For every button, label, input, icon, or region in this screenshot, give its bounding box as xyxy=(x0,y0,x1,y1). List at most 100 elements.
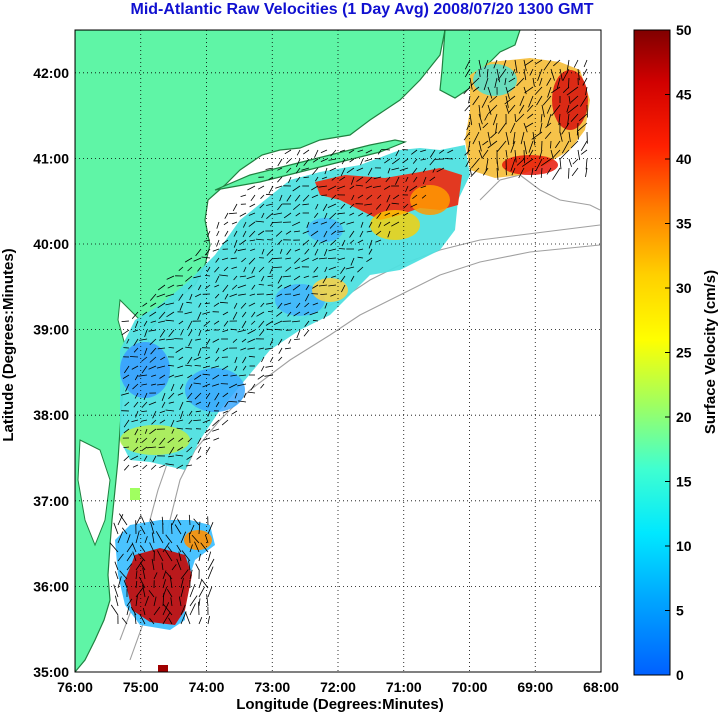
velocity-arrow xyxy=(121,617,128,625)
velocity-arrow xyxy=(177,518,182,526)
velocity-arrow xyxy=(259,329,265,336)
velocity-arrow xyxy=(149,356,157,363)
velocity-arrow xyxy=(260,365,265,372)
velocity-arrow xyxy=(250,248,256,251)
velocity-arrow xyxy=(276,293,283,297)
velocity-arrow xyxy=(540,113,543,123)
velocity-arrow xyxy=(465,158,471,168)
velocity-arrow xyxy=(523,149,525,164)
velocity-arrow xyxy=(211,365,220,369)
velocity-arrow xyxy=(391,158,400,165)
velocity-arrow xyxy=(504,77,507,86)
velocity-arrow xyxy=(261,275,265,282)
velocity-arrow xyxy=(162,542,170,553)
velocity-arrow xyxy=(151,558,155,571)
velocity-arrow xyxy=(159,437,166,445)
velocity-arrow xyxy=(257,185,265,190)
velocity-arrow xyxy=(483,77,489,91)
velocity-arrow xyxy=(232,338,238,343)
velocity-arrow xyxy=(311,185,319,191)
velocity-arrow xyxy=(366,194,373,200)
velocity-arrow xyxy=(133,347,139,353)
velocity-arrow xyxy=(321,176,328,180)
velocity-arrow xyxy=(292,284,301,291)
velocity-arrow xyxy=(568,77,570,89)
velocity-arrow xyxy=(141,383,148,386)
velocity-arrow xyxy=(259,203,265,209)
y-tick-labels: 35:00 36:00 37:00 38:00 39:00 40:00 41:00 42:00 xyxy=(33,65,69,680)
velocity-arrow xyxy=(546,113,552,127)
velocity-arrow xyxy=(206,392,211,399)
velocity-arrow xyxy=(212,428,220,432)
velocity-arrow xyxy=(197,311,202,320)
velocity-arrow xyxy=(239,212,247,217)
velocity-arrow xyxy=(432,167,436,173)
velocity-arrow xyxy=(337,212,346,215)
velocity-arrow xyxy=(302,230,310,234)
velocity-arrow xyxy=(149,311,157,317)
velocity-arrow xyxy=(135,570,138,580)
velocity-arrow xyxy=(577,68,580,81)
velocity-arrow xyxy=(138,374,148,377)
velocity-arrow xyxy=(365,176,373,184)
velocity-arrow xyxy=(429,158,436,166)
velocity-arrow xyxy=(338,248,346,250)
velocity-arrow xyxy=(570,140,579,149)
velocity-arrow xyxy=(197,266,202,272)
velocity-arrow xyxy=(167,437,175,444)
coverage-blue-patch xyxy=(120,342,170,398)
velocity-arrow xyxy=(171,428,175,434)
velocity-arrow xyxy=(249,203,256,208)
velocity-arrow xyxy=(391,167,400,171)
velocity-arrow xyxy=(188,383,193,390)
velocity-arrow xyxy=(381,149,391,151)
velocity-arrow xyxy=(368,248,373,255)
velocity-arrow xyxy=(194,365,202,367)
velocity-arrow xyxy=(540,158,552,167)
velocity-arrow xyxy=(251,320,256,325)
velocity-arrow xyxy=(384,158,391,164)
velocity-arrow xyxy=(410,203,418,208)
velocity-arrow xyxy=(189,569,193,580)
velocity-arrow xyxy=(206,594,209,607)
velocity-arrow xyxy=(444,158,454,160)
velocity-arrow xyxy=(189,583,196,598)
velocity-arrow xyxy=(162,611,171,625)
velocity-arrow xyxy=(117,576,122,589)
velocity-arrow xyxy=(198,586,205,598)
velocity-arrow xyxy=(502,59,507,69)
velocity-arrow xyxy=(109,542,119,553)
velocity-arrow xyxy=(223,320,229,327)
velocity-arrow xyxy=(110,604,119,616)
velocity-arrow xyxy=(304,302,310,308)
velocity-arrow xyxy=(472,86,480,92)
velocity-arrow xyxy=(277,167,283,171)
velocity-arrow xyxy=(207,522,214,535)
velocity-arrow xyxy=(195,338,202,341)
colorbar-tick-label: 30 xyxy=(676,280,692,296)
velocity-arrow xyxy=(179,410,184,420)
velocity-arrow xyxy=(420,185,427,189)
velocity-arrow xyxy=(134,428,139,436)
velocity-arrow xyxy=(349,212,355,216)
velocity-arrow xyxy=(420,149,427,153)
velocity-arrow xyxy=(295,167,301,174)
velocity-arrow xyxy=(221,257,229,261)
velocity-arrow xyxy=(463,131,471,141)
velocity-arrow xyxy=(152,410,157,419)
velocity-arrow xyxy=(153,596,157,607)
velocity-arrow xyxy=(510,140,516,153)
velocity-arrow xyxy=(138,553,146,562)
velocity-arrow xyxy=(376,212,382,219)
velocity-arrow xyxy=(412,194,418,200)
velocity-arrow xyxy=(496,158,499,171)
velocity-arrow xyxy=(231,221,238,225)
velocity-arrow xyxy=(159,329,166,338)
velocity-arrow xyxy=(303,158,310,166)
velocity-arrow xyxy=(242,230,247,238)
velocity-arrow xyxy=(288,176,292,184)
velocity-arrow xyxy=(350,176,355,185)
velocity-arrow xyxy=(331,230,337,235)
velocity-arrow xyxy=(162,570,167,580)
velocity-arrow xyxy=(546,167,552,175)
